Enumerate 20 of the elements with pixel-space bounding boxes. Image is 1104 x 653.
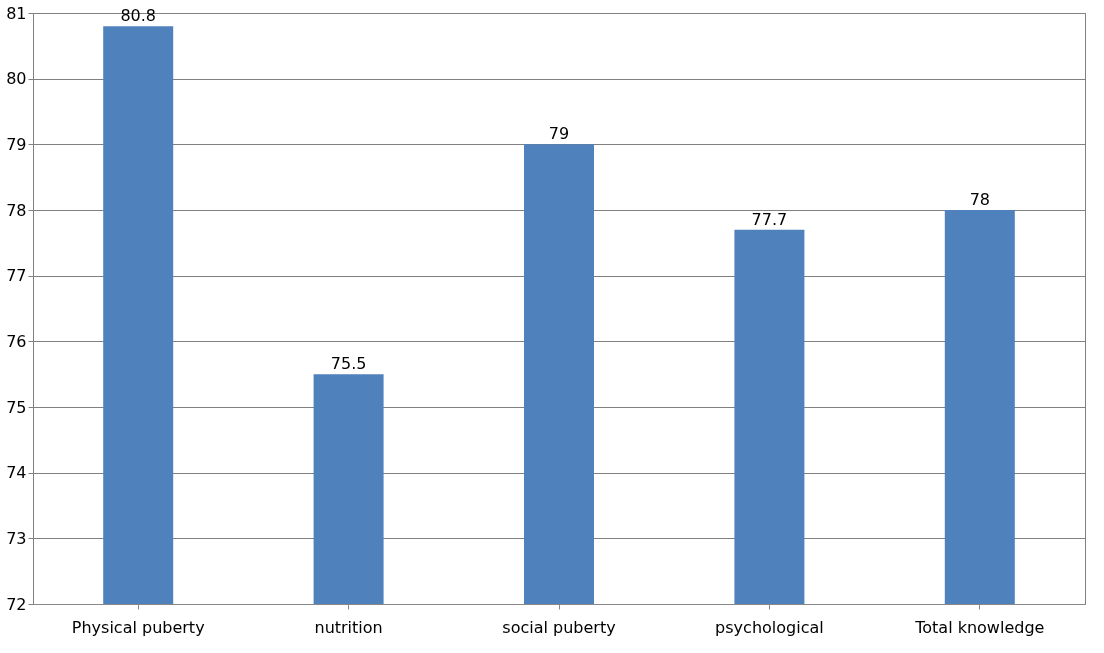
data-label: 78 bbox=[969, 190, 990, 209]
y-tick-label: 76 bbox=[6, 331, 27, 351]
y-tick-label: 75 bbox=[6, 397, 27, 417]
x-tick-label: Physical puberty bbox=[71, 617, 205, 637]
y-tick-label: 77 bbox=[6, 266, 27, 286]
y-tick-label: 74 bbox=[6, 463, 27, 483]
y-tick-label: 80 bbox=[6, 69, 27, 89]
y-tick-label: 72 bbox=[6, 594, 27, 614]
data-label: 80.8 bbox=[120, 6, 157, 26]
y-tick-label: 81 bbox=[6, 3, 27, 23]
data-label: 79 bbox=[548, 124, 570, 144]
x-tick-label: social puberty bbox=[502, 617, 616, 637]
x-tick-label: nutrition bbox=[314, 617, 383, 637]
x-tick-label: psychological bbox=[715, 617, 824, 637]
y-tick-label: 73 bbox=[6, 528, 27, 548]
x-tick-label: Total knowledge bbox=[914, 617, 1045, 637]
y-tick-label: 78 bbox=[6, 200, 27, 220]
data-label: 75.5 bbox=[330, 354, 367, 374]
data-label: 77.7 bbox=[751, 209, 788, 229]
y-tick-label: 79 bbox=[6, 134, 27, 154]
